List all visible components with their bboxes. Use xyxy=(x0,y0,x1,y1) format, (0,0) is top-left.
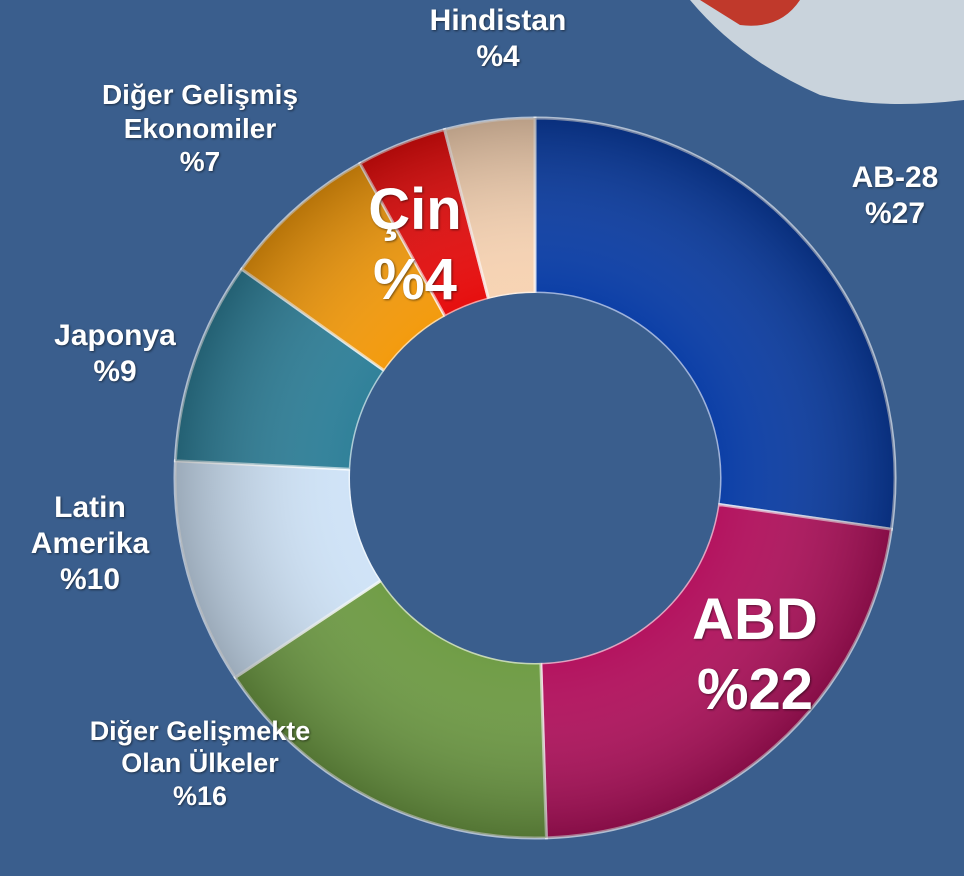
value-label: %22 xyxy=(696,656,814,722)
value-label: %10 xyxy=(59,563,121,596)
data-label: ABD %22 xyxy=(655,585,855,724)
donut-hole xyxy=(350,293,720,663)
category-label: Hindistan xyxy=(429,4,567,37)
value-label: %27 xyxy=(864,197,926,230)
data-label: Diğer Gelişmekte Olan Ülkeler %16 xyxy=(75,715,325,812)
data-label: Latin Amerika %10 xyxy=(0,490,180,598)
value-label: %7 xyxy=(179,146,221,178)
value-label: %4 xyxy=(373,246,457,312)
category-label: ABD xyxy=(692,587,818,652)
value-label: %16 xyxy=(172,780,228,811)
category-label: Diğer Gelişmekte Olan Ülkeler xyxy=(89,716,311,779)
data-label: AB-28 %27 xyxy=(820,160,964,232)
category-label: Japonya xyxy=(54,319,176,352)
data-label: Diğer Gelişmiş Ekonomiler %7 xyxy=(85,78,315,179)
decor-image xyxy=(690,0,964,104)
category-label: Diğer Gelişmiş Ekonomiler xyxy=(101,79,299,144)
value-label: %4 xyxy=(476,40,520,73)
category-label: Latin Amerika xyxy=(30,491,150,560)
data-label: Hindistan %4 xyxy=(383,3,613,75)
value-label: %9 xyxy=(93,355,137,388)
decor-image xyxy=(700,0,800,26)
data-label: Çin %4 xyxy=(350,175,480,314)
data-label: Japonya %9 xyxy=(15,318,215,390)
category-label: Çin xyxy=(368,177,462,242)
category-label: AB-28 xyxy=(851,161,939,194)
